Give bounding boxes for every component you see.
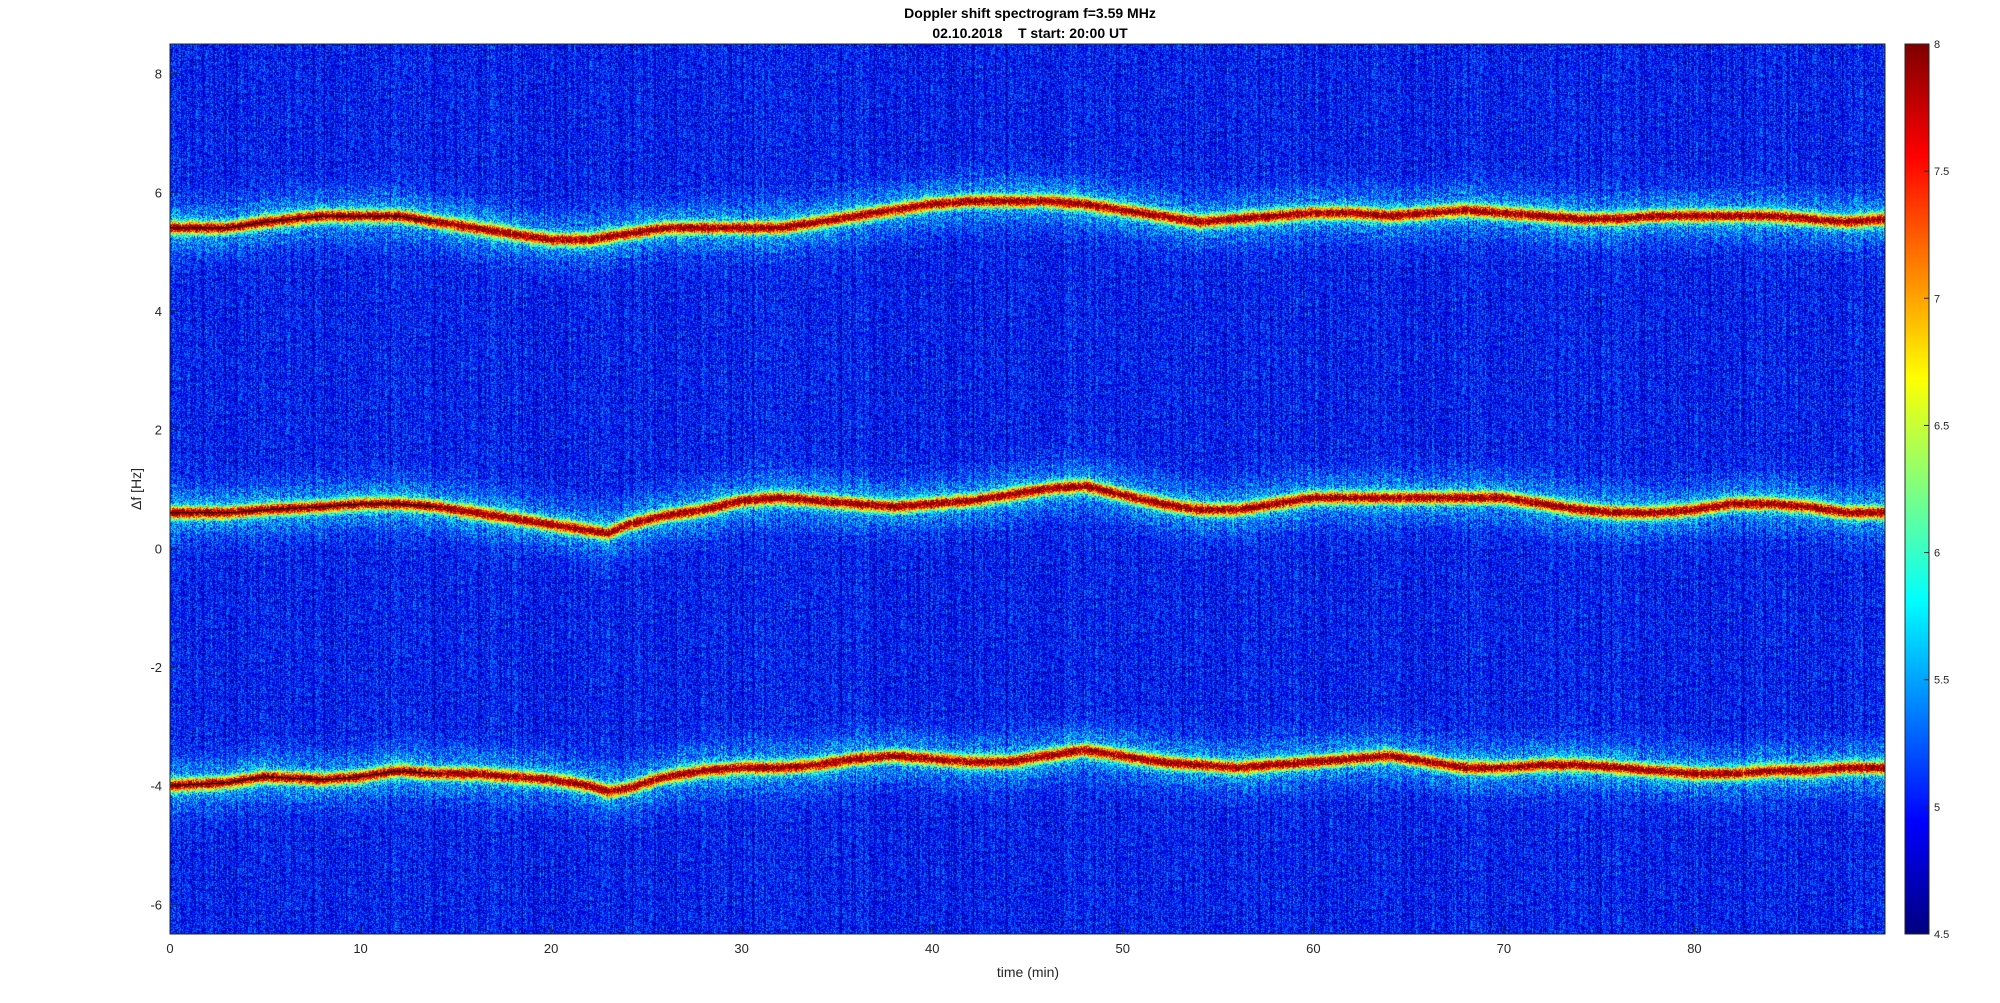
colorbar: 8 7.5 7 6.5 6 5.5 5 4.5 (1904, 39, 1949, 941)
x-tick-label: 20 (544, 941, 558, 956)
y-axis: 8 6 4 2 0 -2 -4 -6 (150, 67, 178, 912)
colorbar-frame (1904, 43, 1930, 935)
x-tick-label: 60 (1306, 941, 1320, 956)
y-tick-label: 4 (155, 304, 162, 319)
trace-layer (169, 215, 437, 787)
ridge-trace-line (170, 215, 437, 229)
x-tick-label: 40 (925, 941, 939, 956)
x-tick-label: 30 (734, 941, 748, 956)
colorbar-tick-label: 5 (1934, 802, 1940, 814)
colorbar-tick-label: 5.5 (1934, 675, 1949, 687)
colorbar-tick-label: 7.5 (1934, 166, 1949, 178)
chart-subtitle: 02.10.2018 T start: 20:00 UT (932, 25, 1128, 41)
y-tick-label: 2 (155, 423, 162, 438)
y-tick-label: -2 (150, 660, 162, 675)
colorbar-gradient (1905, 44, 1929, 934)
x-axis: 0 10 20 30 40 50 60 70 80 (166, 926, 1702, 956)
plot-frame (169, 43, 1886, 935)
colorbar-tick-label: 6.5 (1934, 420, 1949, 432)
x-tick-label: 80 (1687, 941, 1701, 956)
ridge-trace-line (169, 770, 437, 787)
x-tick-label: 0 (166, 941, 173, 956)
colorbar-gradient-holder (1905, 44, 1929, 934)
x-tick-label: 70 (1497, 941, 1511, 956)
y-tick-label: -4 (150, 779, 162, 794)
x-axis-label: time (min) (997, 964, 1059, 980)
spectrogram-image (170, 44, 1885, 934)
x-tick-label: 10 (353, 941, 367, 956)
y-axis-label: Δf [Hz] (128, 468, 144, 510)
chart-title: Doppler shift spectrogram f=3.59 MHz (904, 5, 1156, 21)
colorbar-ticks: 8 7.5 7 6.5 6 5.5 5 4.5 (1924, 39, 1949, 941)
y-tick-label: 0 (155, 541, 162, 556)
colorbar-tick-label: 4.5 (1934, 929, 1949, 941)
spectrogram-plot-area (169, 43, 1886, 935)
colorbar-tick-label: 6 (1934, 548, 1940, 560)
y-tick-label: 6 (155, 185, 162, 200)
spectrogram-image-holder (170, 44, 1885, 934)
colorbar-tick-label: 7 (1934, 293, 1940, 305)
ridge-trace-line (170, 503, 437, 514)
colorbar-tick-label: 8 (1934, 39, 1940, 51)
x-tick-label: 50 (1116, 941, 1130, 956)
y-tick-label: -6 (150, 897, 162, 912)
y-tick-label: 8 (155, 67, 162, 82)
